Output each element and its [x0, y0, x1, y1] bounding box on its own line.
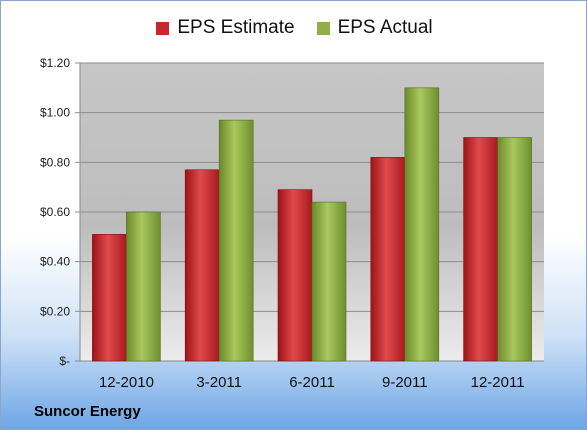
legend-item-actual: EPS Actual [316, 17, 433, 39]
bar-estimate-9-2011 [370, 157, 406, 362]
bar-estimate-12-2011 [463, 137, 498, 362]
y-tick-label: $0.80 [40, 155, 70, 169]
chart-legend: EPS Estimate EPS Actual [1, 17, 586, 39]
x-tick-label: 12-2011 [471, 374, 525, 391]
bar-estimate-3-2011 [184, 169, 220, 362]
company-name: Suncor Energy [34, 403, 141, 420]
y-tick-label: $1.20 [40, 56, 70, 70]
legend-item-estimate: EPS Estimate [156, 17, 295, 39]
y-tick-label: $0.60 [40, 205, 70, 219]
x-tick-label: 9-2011 [382, 374, 428, 391]
x-tick-label: 12-2010 [99, 374, 154, 391]
bar-actual-12-2011 [497, 137, 532, 362]
legend-label-estimate: EPS Estimate [177, 17, 295, 38]
y-tick-label: $- [59, 354, 70, 368]
y-tick-label: $0.40 [40, 255, 70, 269]
legend-swatch-actual [316, 21, 330, 35]
bar-estimate-12-2010 [92, 234, 127, 362]
bar-actual-9-2011 [404, 87, 440, 362]
y-tick-label: $0.20 [40, 304, 70, 318]
bar-actual-6-2011 [311, 201, 347, 362]
bar-actual-12-2010 [126, 211, 161, 362]
bar-actual-3-2011 [218, 119, 254, 362]
y-tick-label: $1.00 [40, 106, 70, 120]
x-tick-label: 6-2011 [289, 374, 335, 391]
bar-estimate-6-2011 [277, 189, 313, 362]
legend-swatch-estimate [156, 21, 170, 35]
legend-label-actual: EPS Actual [337, 17, 433, 38]
x-tick-label: 3-2011 [196, 374, 242, 391]
